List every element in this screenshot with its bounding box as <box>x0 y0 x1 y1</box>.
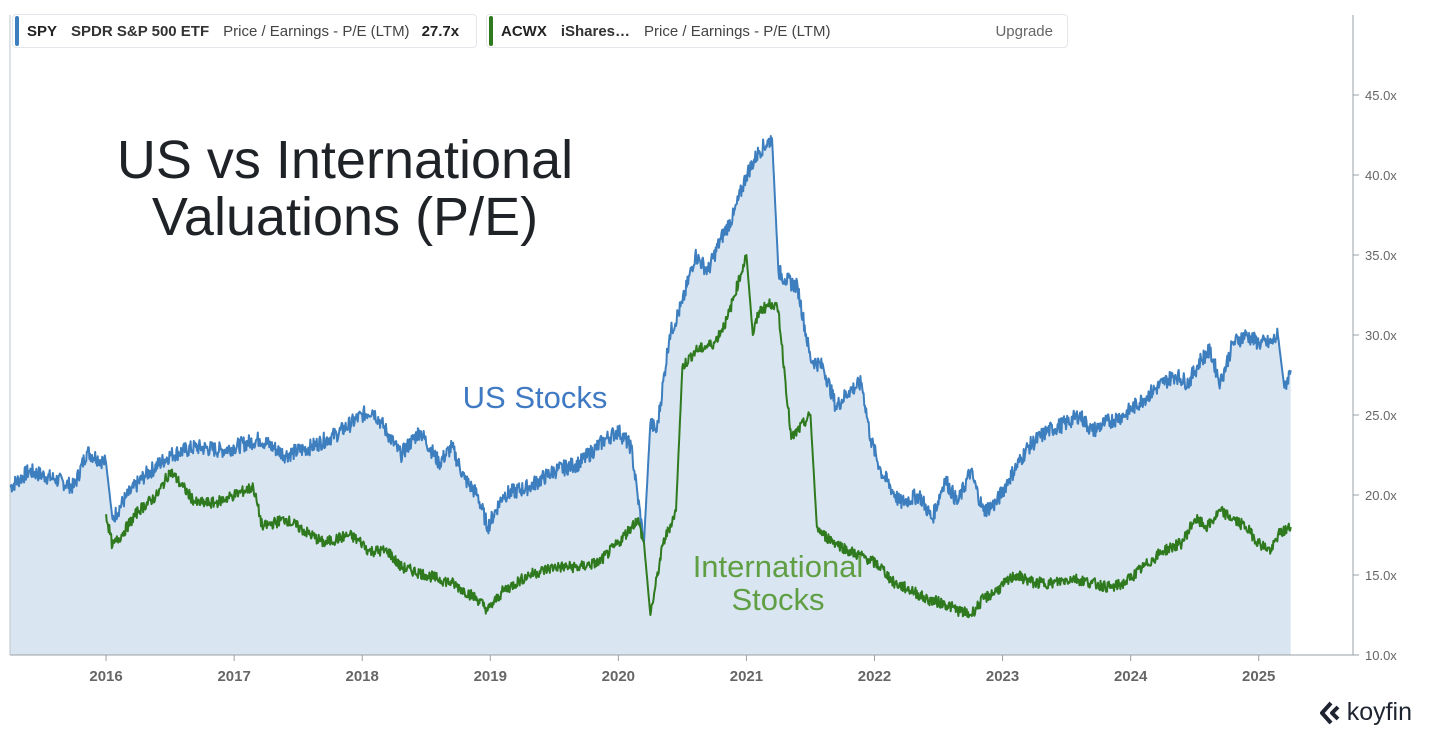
x-tick-label: 2020 <box>602 668 635 685</box>
y-tick-label: 35.0x <box>1365 248 1397 263</box>
chart-title-line: US vs International <box>117 130 573 190</box>
koyfin-logo: koyfin <box>1317 698 1412 727</box>
acwx-series-line <box>105 254 1292 619</box>
x-tick-label: 2018 <box>346 668 379 685</box>
series-annotation: Stocks <box>731 582 824 617</box>
x-tick-label: 2017 <box>217 668 250 685</box>
x-tick-label: 2024 <box>1114 668 1148 685</box>
y-tick-label: 40.0x <box>1365 168 1397 183</box>
axis-layer: 2016 2017 2018 2019 2020 2021 2022 2023 2024 2025… <box>9 15 1397 685</box>
y-tick-label: 30.0x <box>1365 328 1397 343</box>
spy-series-line <box>9 135 1292 544</box>
x-tick-label: 2025 <box>1242 668 1275 685</box>
legend-acwx[interactable]: ACWX iShares… Price / Earnings - P/E (LT… <box>486 14 1068 48</box>
chart-title-line: Valuations (P/E) <box>152 187 538 247</box>
y-tick-label: 45.0x <box>1365 88 1397 103</box>
acwx-metric: Price / Earnings - P/E (LTM) <box>644 22 831 40</box>
area-fill-layer <box>10 136 1291 655</box>
acwx-symbol: ACWX <box>501 22 547 40</box>
koyfin-logo-icon <box>1319 701 1340 724</box>
spy-metric: Price / Earnings - P/E (LTM) <box>223 22 410 40</box>
koyfin-logo-text: koyfin <box>1346 698 1412 726</box>
y-tick-label: 25.0x <box>1365 408 1397 423</box>
acwx-color-swatch <box>489 16 493 46</box>
series-annotation: US Stocks <box>463 380 608 415</box>
x-tick-label: 2021 <box>730 668 763 685</box>
spy-symbol: SPY <box>27 22 58 40</box>
spy-value: 27.7x <box>421 22 460 40</box>
spy-area-fill <box>10 136 1291 655</box>
series-layer <box>9 135 1292 619</box>
x-tick-label: 2022 <box>858 668 891 685</box>
legend-spy[interactable]: SPY SPDR S&P 500 ETF Price / Earnings - … <box>12 14 477 48</box>
spy-name: SPDR S&P 500 ETF <box>71 22 210 40</box>
upgrade-link[interactable]: Upgrade <box>995 22 1053 40</box>
y-tick-label: 10.0x <box>1365 648 1397 663</box>
acwx-name: iShares… <box>560 22 631 40</box>
spy-color-swatch <box>15 16 19 46</box>
y-tick-label: 20.0x <box>1365 488 1397 503</box>
x-tick-label: 2023 <box>986 668 1019 685</box>
series-annotation: International <box>693 549 864 584</box>
x-tick-label: 2019 <box>474 668 507 685</box>
y-tick-label: 15.0x <box>1365 568 1397 583</box>
x-tick-label: 2016 <box>89 668 122 685</box>
